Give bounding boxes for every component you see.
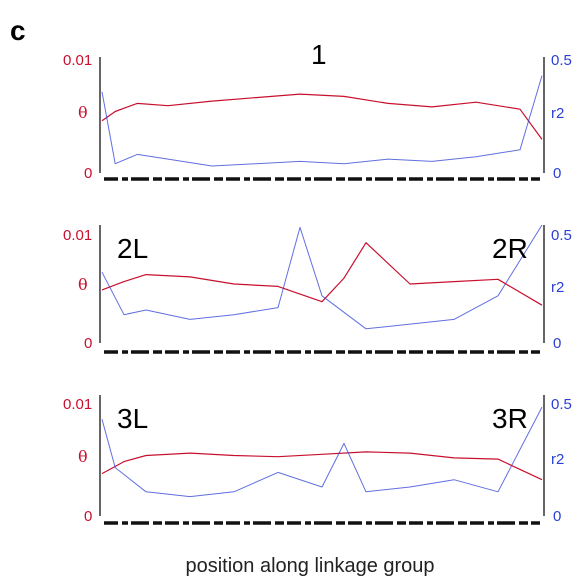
panel-chr1-left-axis-label: θ — [78, 103, 88, 122]
panel-chr2-label-left: 2L — [117, 233, 148, 264]
panel-chr3-right-tick-max: 0.5 — [551, 396, 572, 413]
panel-chr2-right-tick-max: 0.5 — [551, 227, 572, 244]
panel-chr1-right-tick-max: 0.5 — [551, 52, 572, 69]
panel-chr2-label-right: 2R — [492, 233, 528, 264]
panel-chr1-series — [101, 75, 543, 167]
panel-chr3-label-right: 3R — [492, 403, 528, 434]
panel-chr2-right-tick-min: 0 — [553, 335, 561, 352]
x-axis-label: position along linkage group — [185, 555, 434, 577]
panel-chr2-left-tick-max: 0.01 — [63, 227, 92, 244]
panel-chr3-left-axis-label: θ — [78, 447, 88, 466]
panel-chr3-left-tick-max: 0.01 — [63, 396, 92, 413]
panel-chr1-r2-line — [101, 75, 543, 167]
panel-chr3-right-axis-label: r2 — [551, 451, 564, 468]
panel-chr1-right-axis-label: r2 — [551, 105, 564, 122]
panel-chr3-left-tick-min: 0 — [84, 508, 92, 525]
panel-chr2-series — [101, 224, 543, 330]
panel-chr1-right-tick-min: 0 — [553, 165, 561, 182]
panel-chr3: 0.01 0 θ 0.5 0 r2 3L 3R — [63, 395, 572, 525]
panel-chr1-label: 1 — [311, 39, 327, 70]
panel-chr3-theta-line — [101, 451, 543, 481]
panel-chr2-right-axis-label: r2 — [551, 279, 564, 296]
panel-chr3-r2-line — [101, 406, 543, 498]
panel-chr2-left-tick-min: 0 — [84, 335, 92, 352]
panel-chr2-left-axis-label: θ — [78, 275, 88, 294]
panel-chr1-theta-line — [101, 93, 543, 140]
panel-chr1-left-tick-max: 0.01 — [63, 52, 92, 69]
panel-chr3-label-left: 3L — [117, 403, 148, 434]
panel-chr2-r2-line — [101, 224, 543, 330]
panel-letter: c — [10, 15, 26, 46]
panel-chr1-left-tick-min: 0 — [84, 165, 92, 182]
panel-chr1: 0.01 0 θ 0.5 0 r2 1 — [63, 39, 572, 182]
panel-chr2-theta-line — [101, 242, 543, 306]
panel-chr2: 0.01 0 θ 0.5 0 r2 2L 2R — [63, 224, 572, 354]
panel-chr3-right-tick-min: 0 — [553, 508, 561, 525]
panel-chr3-series — [101, 406, 543, 498]
